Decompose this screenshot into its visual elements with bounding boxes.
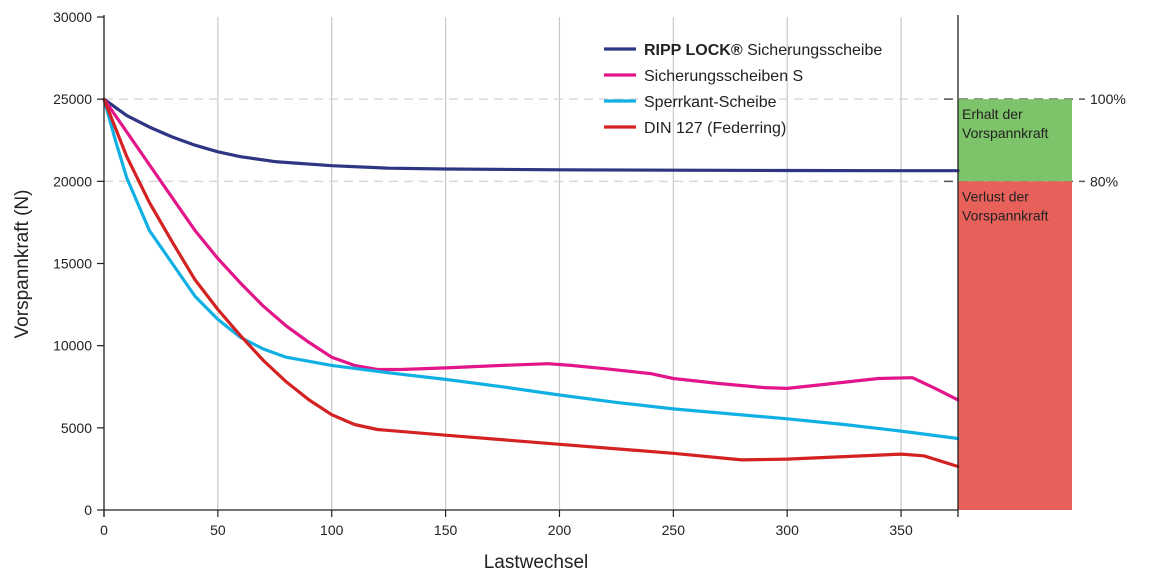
y-tick-label: 30000 bbox=[53, 9, 92, 25]
zone-label: Vorspannkraft bbox=[962, 207, 1048, 223]
zone-label: Erhalt der bbox=[962, 106, 1023, 122]
y-axis-title: Vorspannkraft (N) bbox=[12, 190, 33, 339]
y-tick-label: 10000 bbox=[53, 338, 92, 354]
series-line bbox=[102, 97, 960, 469]
y-tick-label: 20000 bbox=[53, 173, 92, 189]
x-tick-label: 100 bbox=[320, 522, 344, 538]
zone-label: Verlust der bbox=[962, 188, 1029, 204]
tick-labels: 0 50 100 150 200 250 300 350 0 5000 10000 15000 2000… bbox=[53, 9, 913, 538]
x-tick-label: 250 bbox=[662, 522, 686, 538]
x-tick-label: 0 bbox=[100, 522, 108, 538]
axes bbox=[97, 15, 959, 517]
legend-label: Sperrkant-Scheibe bbox=[644, 94, 777, 111]
legend-brand: RIPP LOCK® bbox=[644, 42, 747, 59]
legend: RIPP LOCK® SicherungsscheibeSicherungssc… bbox=[604, 42, 882, 137]
x-axis-title: Lastwechsel bbox=[484, 552, 589, 573]
x-tick-label: 200 bbox=[548, 522, 572, 538]
grid bbox=[217, 17, 902, 510]
zone-label: Vorspannkraft bbox=[962, 125, 1048, 141]
legend-label: DIN 127 (Federring) bbox=[644, 120, 786, 137]
x-tick-label: 50 bbox=[210, 522, 226, 538]
series-lines bbox=[102, 97, 960, 469]
legend-label-text: Sicherungsscheibe bbox=[747, 42, 882, 59]
y-tick-label: 15000 bbox=[53, 256, 92, 272]
series-line bbox=[102, 97, 960, 402]
y-tick-label: 5000 bbox=[61, 420, 92, 436]
x-tick-label: 350 bbox=[889, 522, 913, 538]
y-tick-label: 25000 bbox=[53, 91, 92, 107]
zone-loss bbox=[958, 181, 1072, 511]
zones: Erhalt der Vorspannkraft Verlust der Vorspa… bbox=[958, 99, 1072, 511]
series-line bbox=[102, 97, 960, 173]
y-tick-label: 0 bbox=[84, 502, 92, 518]
zone-retention bbox=[958, 99, 1072, 182]
x-tick-label: 300 bbox=[776, 522, 800, 538]
series-line bbox=[102, 97, 960, 441]
reference-label: 100% bbox=[1090, 91, 1126, 107]
x-tick-label: 150 bbox=[434, 522, 458, 538]
legend-label: Sicherungsscheiben S bbox=[644, 68, 803, 85]
reference-label: 80% bbox=[1090, 173, 1118, 189]
legend-label: RIPP LOCK® Sicherungsscheibe bbox=[644, 42, 882, 59]
